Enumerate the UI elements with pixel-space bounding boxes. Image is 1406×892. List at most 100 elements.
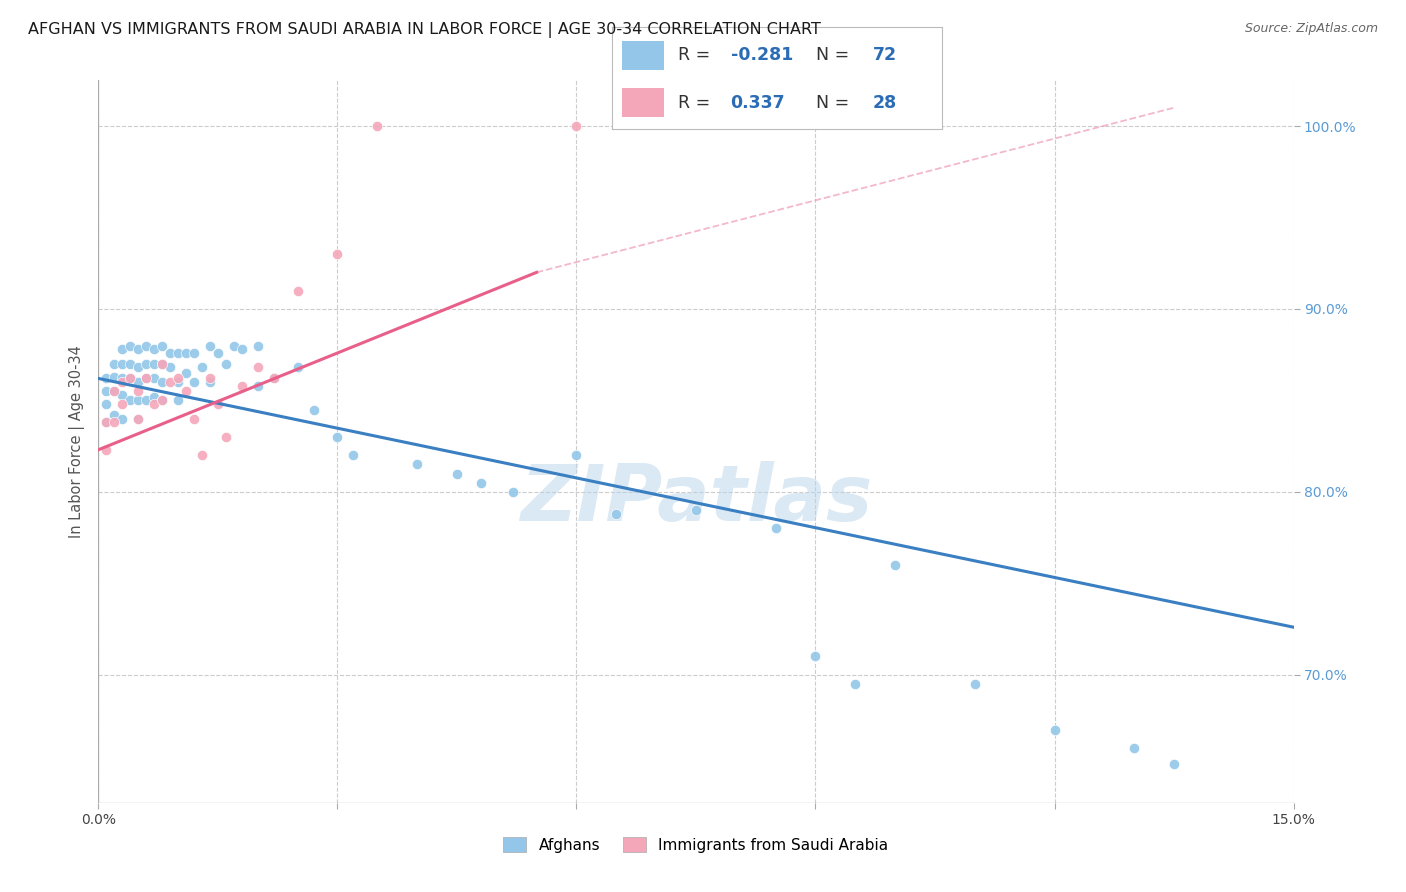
Point	[302, 402, 325, 417]
Point	[150, 357, 173, 371]
Point	[150, 357, 173, 371]
Point	[207, 397, 229, 411]
Point	[174, 384, 197, 399]
Point	[103, 369, 125, 384]
Point	[174, 366, 197, 380]
Point	[150, 393, 173, 408]
Point	[127, 393, 149, 408]
Point	[111, 342, 134, 356]
Point	[120, 371, 142, 385]
Point	[143, 397, 166, 411]
Point	[231, 378, 253, 392]
Point	[246, 338, 269, 352]
Point	[183, 375, 205, 389]
Text: ZIPatlas: ZIPatlas	[520, 461, 872, 537]
Text: R =: R =	[678, 94, 721, 112]
Point	[111, 357, 134, 371]
Point	[565, 119, 588, 133]
Point	[198, 338, 221, 352]
Point	[103, 384, 125, 399]
Point	[96, 415, 118, 429]
Point	[884, 558, 907, 572]
Point	[103, 357, 125, 371]
Point	[103, 415, 125, 429]
Point	[963, 677, 986, 691]
Text: R =: R =	[678, 46, 716, 64]
Point	[207, 346, 229, 360]
Point	[135, 371, 157, 385]
Point	[143, 357, 166, 371]
Point	[143, 371, 166, 385]
Point	[263, 371, 285, 385]
Point	[103, 408, 125, 422]
Point	[685, 503, 707, 517]
Point	[446, 467, 468, 481]
Point	[1123, 740, 1146, 755]
Text: N =: N =	[817, 46, 855, 64]
Point	[150, 393, 173, 408]
Point	[167, 371, 190, 385]
Y-axis label: In Labor Force | Age 30-34: In Labor Force | Age 30-34	[69, 345, 84, 538]
Point	[198, 375, 221, 389]
Point	[96, 442, 118, 457]
Point	[120, 338, 142, 352]
Point	[127, 411, 149, 425]
Point	[366, 119, 388, 133]
Point	[167, 346, 190, 360]
Legend: Afghans, Immigrants from Saudi Arabia: Afghans, Immigrants from Saudi Arabia	[496, 829, 896, 860]
Text: 72: 72	[873, 46, 897, 64]
Point	[135, 371, 157, 385]
Point	[502, 484, 524, 499]
Point	[1163, 757, 1185, 772]
Point	[287, 360, 309, 375]
Point	[135, 357, 157, 371]
Point	[605, 507, 627, 521]
Text: N =: N =	[817, 94, 855, 112]
Point	[167, 375, 190, 389]
Point	[565, 448, 588, 462]
Text: -0.281: -0.281	[731, 46, 793, 64]
Point	[191, 448, 214, 462]
Point	[198, 371, 221, 385]
Point	[222, 338, 245, 352]
Point	[470, 475, 492, 490]
Point	[135, 393, 157, 408]
Point	[183, 346, 205, 360]
Point	[111, 411, 134, 425]
Point	[1043, 723, 1066, 737]
Point	[844, 677, 866, 691]
Point	[246, 360, 269, 375]
Point	[159, 360, 181, 375]
Point	[215, 430, 238, 444]
Point	[326, 247, 349, 261]
Point	[103, 384, 125, 399]
Point	[183, 411, 205, 425]
Point	[215, 357, 238, 371]
Point	[191, 360, 214, 375]
Point	[120, 393, 142, 408]
Point	[135, 338, 157, 352]
Bar	[621, 41, 665, 70]
Point	[406, 458, 429, 472]
Point	[127, 360, 149, 375]
Point	[150, 338, 173, 352]
Point	[143, 342, 166, 356]
Point	[765, 521, 787, 535]
Point	[326, 430, 349, 444]
Point	[111, 388, 134, 402]
Point	[159, 375, 181, 389]
Point	[96, 397, 118, 411]
Point	[246, 378, 269, 392]
Point	[96, 371, 118, 385]
Point	[111, 371, 134, 385]
Point	[120, 371, 142, 385]
Text: Source: ZipAtlas.com: Source: ZipAtlas.com	[1244, 22, 1378, 36]
Point	[287, 284, 309, 298]
Point	[120, 357, 142, 371]
Point	[127, 384, 149, 399]
Point	[159, 346, 181, 360]
Point	[167, 393, 190, 408]
Point	[127, 342, 149, 356]
Point	[174, 346, 197, 360]
Text: 28: 28	[873, 94, 897, 112]
